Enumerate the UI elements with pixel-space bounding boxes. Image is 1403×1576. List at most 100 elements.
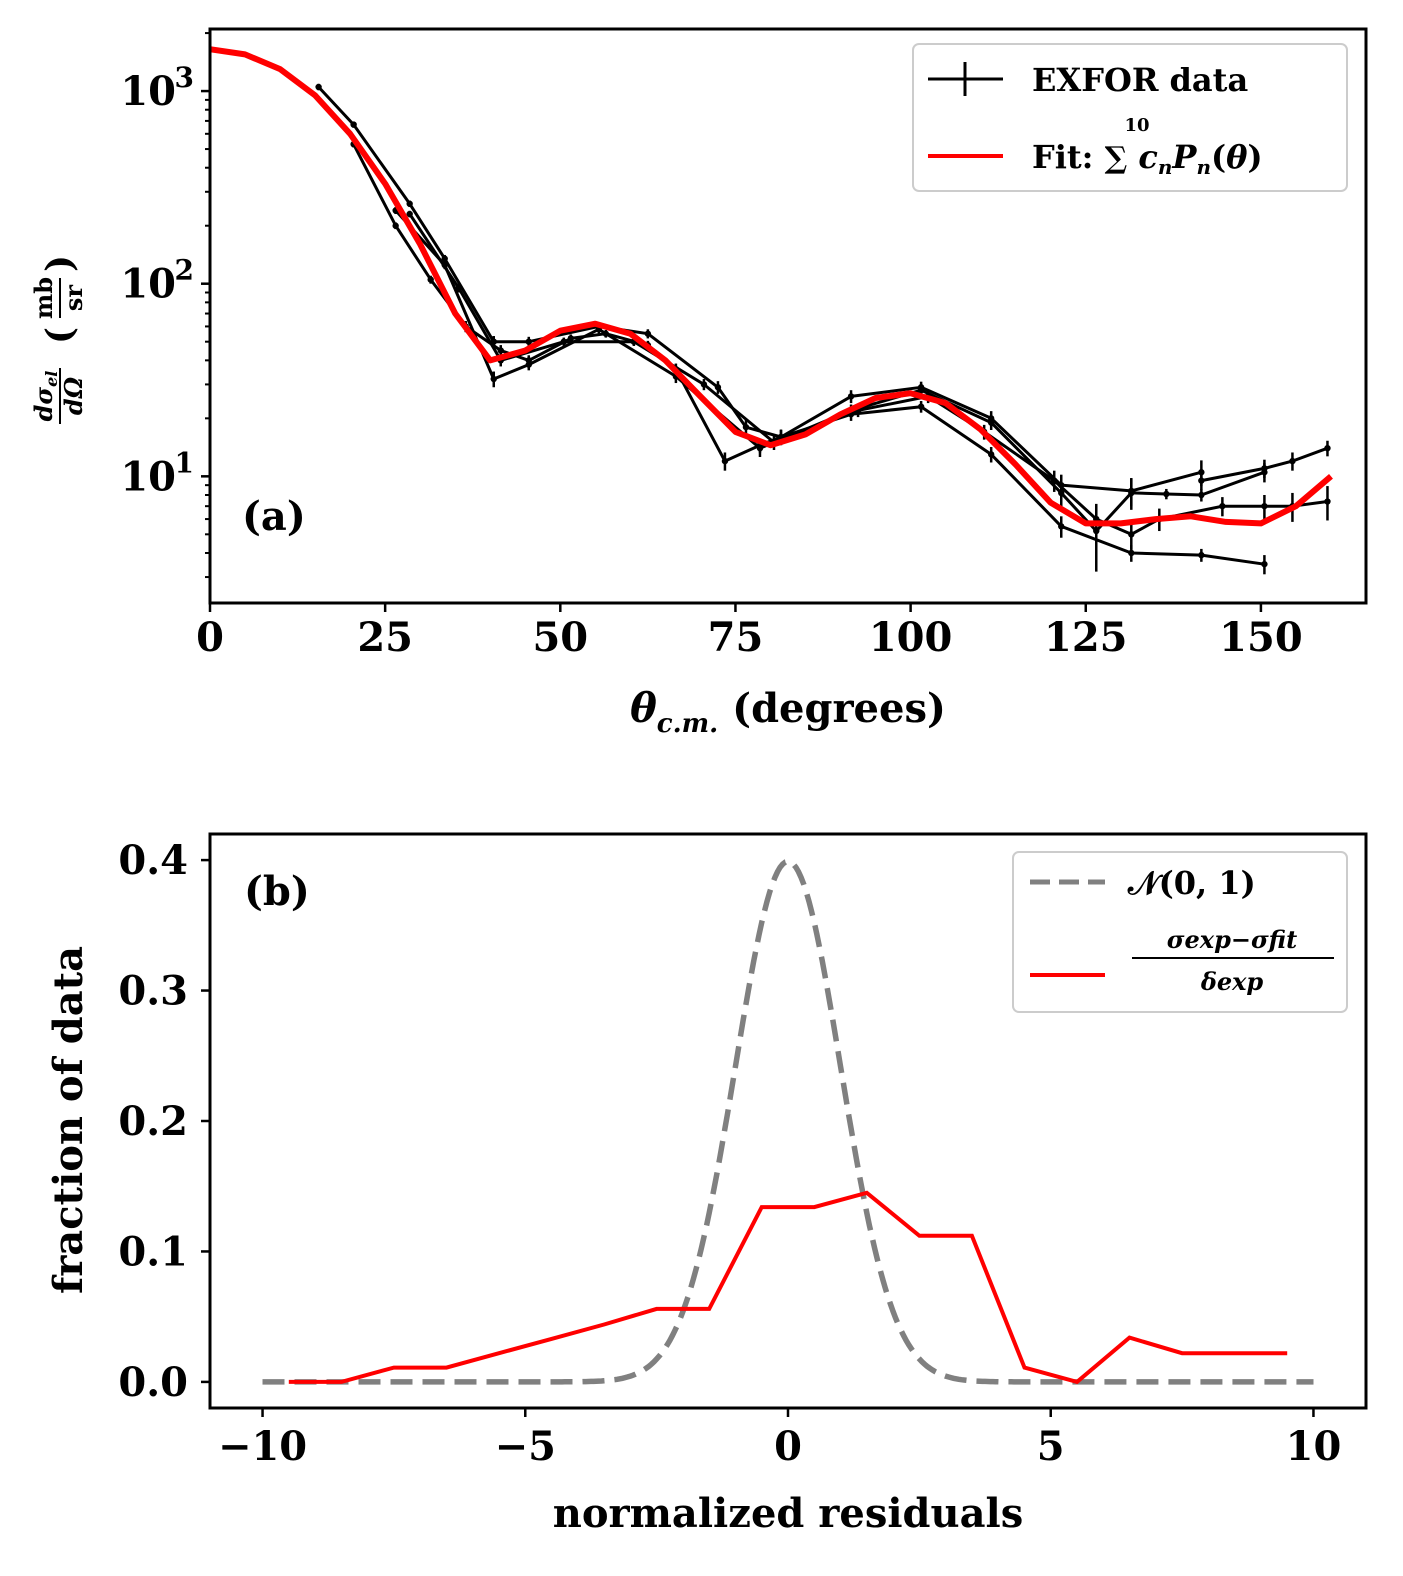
fit-curve-group xyxy=(210,46,1333,527)
legend-exfor-label: EXFOR data xyxy=(1032,61,1248,99)
legend-fit-label: Fit: ∑ cnPn(θ) xyxy=(1032,138,1263,179)
exfor-point xyxy=(392,222,399,229)
legend-residual-numerator: σexp−σfit xyxy=(1167,925,1297,954)
y-tick-label: 0.3 xyxy=(118,968,188,1015)
y-tick-label: 10 xyxy=(120,453,176,500)
exfor-point xyxy=(1128,549,1135,557)
panel-b-legend: 𝒩(0, 1) σexp−σfit δexp xyxy=(1012,851,1348,1013)
panel-a-x-ticks: 0 25 50 75 100 125 150 xyxy=(196,603,1303,661)
exfor-line xyxy=(394,209,1265,533)
y-tick-label: 10 xyxy=(120,68,176,115)
exfor-point xyxy=(1324,444,1331,452)
exfor-point xyxy=(427,276,434,283)
panel-a-frame xyxy=(208,27,1368,605)
panel-a-plot-area xyxy=(210,46,1333,575)
exfor-series-4 xyxy=(406,210,1331,549)
panel-b-x-axis-label: normalized residuals xyxy=(553,1490,1023,1537)
exfor-point xyxy=(1289,457,1296,465)
panel-a-label: (a) xyxy=(242,493,306,540)
panel-b-chart: −10 −5 0 5 10 0.0 0.1 0.2 0.3 0.4 (b) normalized… xyxy=(45,832,1368,1537)
x-tick-label: −10 xyxy=(218,1423,307,1470)
exfor-point xyxy=(1051,477,1058,484)
exfor-point xyxy=(406,210,413,218)
exfor-point xyxy=(756,444,764,452)
panel-a-y-axis-label: dσel dΩ ( mb sr ) xyxy=(29,255,88,424)
panel-b-label: (b) xyxy=(244,868,310,915)
exfor-point xyxy=(406,200,413,207)
panel-a-legend: EXFOR data Fit: ∑ cnPn(θ) 10 xyxy=(912,43,1348,192)
exfor-point xyxy=(1198,491,1205,499)
svg-text:mb: mb xyxy=(29,277,58,319)
exfor-point xyxy=(1261,465,1268,472)
exfor-point xyxy=(525,338,532,345)
x-tick-label: 75 xyxy=(708,614,764,661)
x-tick-label: 100 xyxy=(869,614,953,661)
residuals-curve xyxy=(288,1190,1288,1385)
exfor-point xyxy=(497,347,504,354)
exfor-point xyxy=(987,451,995,458)
y-tick-label-exponent: 3 xyxy=(175,61,194,94)
fit-curve xyxy=(210,46,1333,527)
exfor-point xyxy=(1128,489,1135,497)
y-tick-label: 0.0 xyxy=(118,1359,188,1406)
y-tick-label: 10 xyxy=(120,261,176,308)
exfor-point xyxy=(742,423,750,431)
x-tick-label: 25 xyxy=(357,614,413,661)
exfor-line xyxy=(1201,446,1329,483)
exfor-point xyxy=(917,403,925,410)
y-tick-label: 0.2 xyxy=(118,1098,188,1145)
exfor-point xyxy=(721,457,729,465)
exfor-point xyxy=(560,338,568,345)
x-tick-label: 0 xyxy=(196,614,224,661)
x-tick-label: 125 xyxy=(1044,614,1128,661)
x-tick-label: 5 xyxy=(1037,1423,1065,1470)
y-tick-label-exponent: 2 xyxy=(175,254,194,287)
exfor-line xyxy=(408,213,1328,536)
svg-text:dσel: dσel xyxy=(29,371,61,422)
panel-b-y-ticks: 0.0 0.1 0.2 0.3 0.4 xyxy=(118,837,210,1406)
exfor-point xyxy=(1163,490,1170,498)
legend-normal-entry: 𝒩(0, 1) xyxy=(1030,864,1256,902)
legend-residual-denominator: δexp xyxy=(1200,967,1264,996)
exfor-point xyxy=(847,393,855,400)
legend-normal-label: 𝒩(0, 1) xyxy=(1127,864,1256,902)
y-tick-label: 0.1 xyxy=(118,1228,188,1275)
x-tick-label: 150 xyxy=(1219,614,1303,661)
x-tick-label: 0 xyxy=(774,1423,802,1470)
exfor-point xyxy=(525,361,532,368)
y-tick-label: 0.4 xyxy=(118,837,188,884)
exfor-point xyxy=(441,255,448,262)
exfor-line xyxy=(352,143,1265,566)
x-tick-label: 50 xyxy=(532,614,588,661)
svg-text:): ) xyxy=(39,255,81,272)
exfor-point xyxy=(714,384,722,391)
exfor-point xyxy=(315,83,322,91)
exfor-point xyxy=(350,121,357,128)
exfor-point xyxy=(567,335,575,342)
exfor-point xyxy=(1128,531,1135,538)
exfor-point xyxy=(987,419,995,426)
exfor-series-5 xyxy=(1198,440,1331,490)
legend-residual-entry: σexp−σfit δexp xyxy=(1030,925,1334,996)
exfor-point xyxy=(1219,502,1226,510)
panel-b-x-ticks: −10 −5 0 5 10 xyxy=(218,1408,1341,1470)
x-tick-label: 10 xyxy=(1286,1423,1342,1470)
exfor-point xyxy=(1198,477,1205,484)
y-tick-label-exponent: 1 xyxy=(175,446,194,479)
exfor-point xyxy=(1198,551,1205,559)
panel-a-x-axis-label: θc.m. (degrees) xyxy=(630,685,946,739)
svg-text:(: ( xyxy=(39,327,81,344)
legend-fit-entry: Fit: ∑ cnPn(θ) 10 xyxy=(928,115,1263,179)
exfor-point xyxy=(1058,489,1065,497)
exfor-point xyxy=(490,375,497,383)
legend-fit-sum-upper: 10 xyxy=(1124,115,1149,136)
exfor-point xyxy=(455,284,462,292)
exfor-series-3 xyxy=(392,207,1268,572)
panel-b-y-axis-label: fraction of data xyxy=(45,946,92,1294)
exfor-point xyxy=(1058,523,1065,530)
exfor-point xyxy=(700,381,708,388)
exfor-point xyxy=(1261,502,1268,510)
normal-distribution-curve xyxy=(262,858,1314,1385)
